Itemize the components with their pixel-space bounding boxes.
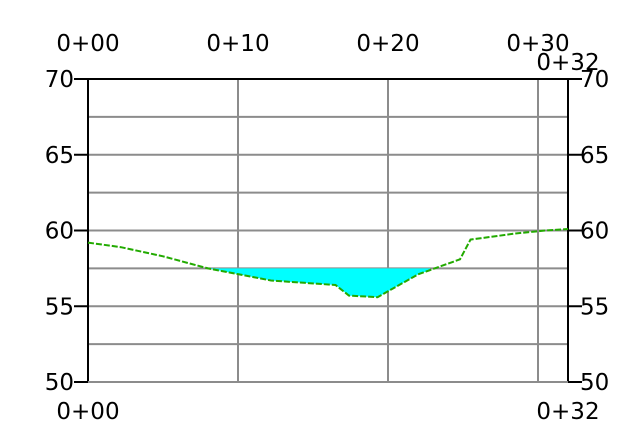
y-tick-label-right: 65: [580, 143, 609, 169]
ground-profile-line: [87, 228, 569, 299]
x-tick-label-bottom: 0+00: [56, 399, 119, 425]
ground-profile-layer: [87, 228, 569, 299]
x-tick-label-top: 0+32: [536, 50, 599, 76]
y-tick-label-right: 55: [580, 294, 609, 320]
y-tick-label-left: 55: [45, 294, 74, 320]
water-fill-layer: [208, 268, 430, 298]
x-tick-label-bottom: 0+32: [536, 399, 599, 425]
y-tick-label-right: 70: [580, 67, 609, 93]
x-tick-label-top: 0+00: [56, 31, 119, 57]
y-tick-label-left: 50: [45, 370, 74, 396]
y-tick-label-right: 50: [580, 370, 609, 396]
water-fill: [208, 268, 430, 298]
x-tick-label-top: 0+30: [506, 31, 569, 57]
y-tick-label-right: 60: [580, 219, 609, 245]
x-tick-label-top: 0+20: [356, 31, 419, 57]
y-tick-label-left: 65: [45, 143, 74, 169]
y-tick-label-left: 70: [45, 67, 74, 93]
tick-layer: [74, 78, 582, 383]
y-tick-label-left: 60: [45, 219, 74, 245]
x-tick-label-top: 0+10: [206, 31, 269, 57]
grid-layer: [88, 78, 568, 383]
